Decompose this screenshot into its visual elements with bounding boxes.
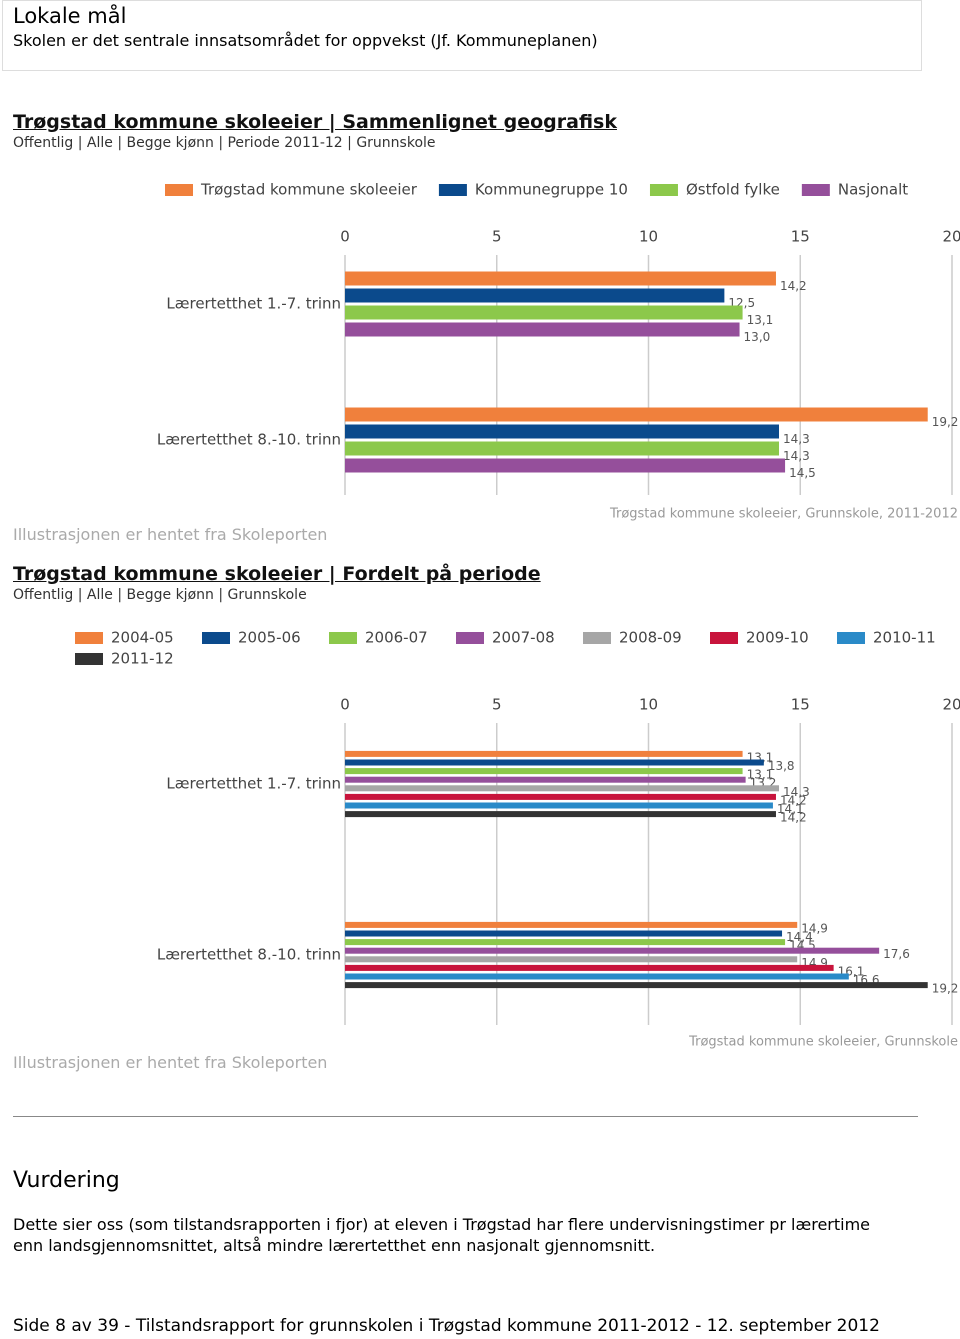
value-label: 14,3 [783, 785, 810, 799]
x-tick-label: 5 [492, 696, 502, 714]
legend-swatch [649, 184, 678, 196]
value-label: 13,1 [747, 313, 774, 327]
bar [345, 776, 746, 783]
value-label: 13,0 [744, 330, 771, 344]
legend-swatch [837, 632, 865, 644]
bar [345, 930, 783, 937]
legend-label: 2006-07 [365, 629, 428, 647]
bar [345, 458, 786, 473]
legend-swatch [75, 653, 103, 665]
legend-label: 2009-10 [746, 629, 809, 647]
header-title: Lokale mål [13, 4, 127, 28]
value-label: 14,2 [780, 811, 807, 825]
assessment-text: Dette sier oss (som tilstandsrapporten i… [13, 1215, 871, 1255]
bar [345, 288, 725, 303]
bar [345, 973, 849, 980]
header-box [2, 0, 922, 71]
x-tick-label: 20 [942, 228, 960, 246]
x-tick-label: 20 [942, 696, 960, 714]
x-tick-label: 0 [340, 696, 350, 714]
bar [345, 305, 743, 320]
chart-source: Trøgstad kommune skoleeier, Grunnskole [688, 1035, 958, 1050]
legend-swatch [583, 632, 611, 644]
x-tick-label: 10 [639, 228, 658, 246]
x-tick-label: 10 [639, 696, 658, 714]
x-tick-label: 15 [791, 696, 810, 714]
legend-label: 2008-09 [619, 629, 682, 647]
value-label: 14,2 [780, 793, 807, 807]
chart-title: Trøgstad kommune skoleeier | Sammenligne… [13, 111, 617, 133]
bar [345, 947, 880, 954]
chart-source: Trøgstad kommune skoleeier, Grunnskole, … [609, 507, 958, 522]
chart: 2004-05 2005-06 2006-07 2007-08 2008-09 2009-… [75, 629, 960, 1050]
legend-swatch [456, 632, 484, 644]
value-label: 19,2 [932, 982, 959, 996]
value-label: 19,2 [932, 415, 959, 429]
legend-swatch [329, 632, 357, 644]
bar [345, 793, 776, 800]
legend-label: Kommunegruppe 10 [475, 181, 628, 199]
value-label: 13,1 [747, 768, 774, 782]
bar [345, 750, 743, 757]
legend-swatch [165, 184, 193, 196]
value-label: 14,4 [786, 930, 813, 944]
legend-label: 2004-05 [111, 629, 174, 647]
category-label: Lærertetthet 1.-7. trinn [166, 295, 341, 313]
separator [13, 1116, 918, 1117]
bar [345, 802, 773, 809]
legend-swatch [710, 632, 738, 644]
bar [345, 939, 786, 946]
page-footer: Side 8 av 39 - Tilstandsrapport for grun… [13, 1316, 880, 1336]
bar [345, 407, 928, 422]
legend-swatch [202, 632, 230, 644]
value-label: 13,8 [768, 759, 795, 773]
bar [345, 785, 780, 792]
legend-label: Nasjonalt [838, 181, 908, 199]
x-tick-label: 5 [492, 228, 502, 246]
bar [345, 271, 776, 286]
bar [345, 768, 743, 775]
legend-label: 2007-08 [492, 629, 555, 647]
value-label: 14,3 [783, 449, 810, 463]
legend-label: 2011-12 [111, 650, 174, 668]
value-label: 17,6 [883, 947, 910, 961]
chart-subtitle: Offentlig | Alle | Begge kjønn | Grunnsk… [13, 587, 307, 603]
header-subtitle: Skolen er det sentrale innsatsområdet fo… [13, 31, 598, 50]
chart-title: Trøgstad kommune skoleeier | Fordelt på … [13, 563, 541, 585]
chart: Trøgstad kommune skoleeier Kommunegruppe … [157, 181, 960, 522]
bar [345, 956, 798, 963]
x-tick-label: 15 [791, 228, 810, 246]
category-label: Lærertetthet 1.-7. trinn [166, 775, 341, 793]
legend-swatch [75, 632, 103, 644]
bar [345, 811, 776, 818]
legend-label: 2005-06 [238, 629, 301, 647]
assessment-heading: Vurdering [13, 1168, 120, 1193]
bar [345, 441, 780, 456]
legend-label: 2010-11 [873, 629, 936, 647]
legend-swatch [438, 184, 467, 196]
bar [345, 424, 780, 439]
legend-swatch [801, 184, 830, 196]
legend-label: Trøgstad kommune skoleeier [200, 181, 418, 199]
value-label: 14,2 [780, 279, 807, 293]
value-label: 14,5 [789, 466, 816, 480]
bar [345, 759, 764, 766]
category-label: Lærertetthet 8.-10. trinn [157, 431, 341, 449]
value-label: 14,3 [783, 432, 810, 446]
category-label: Lærertetthet 8.-10. trinn [157, 946, 341, 964]
chart-note: Illustrasjonen er hentet fra Skoleporten [13, 525, 328, 544]
value-label: 14,1 [777, 802, 804, 816]
bar [345, 982, 928, 989]
bar [345, 964, 834, 971]
chart-subtitle: Offentlig | Alle | Begge kjønn | Periode… [13, 135, 436, 151]
bar [345, 921, 798, 928]
value-label: 14,9 [801, 921, 828, 935]
chart-note: Illustrasjonen er hentet fra Skoleporten [13, 1053, 328, 1072]
x-tick-label: 0 [340, 228, 350, 246]
legend-label: Østfold fylke [686, 181, 780, 199]
bar [345, 322, 740, 337]
